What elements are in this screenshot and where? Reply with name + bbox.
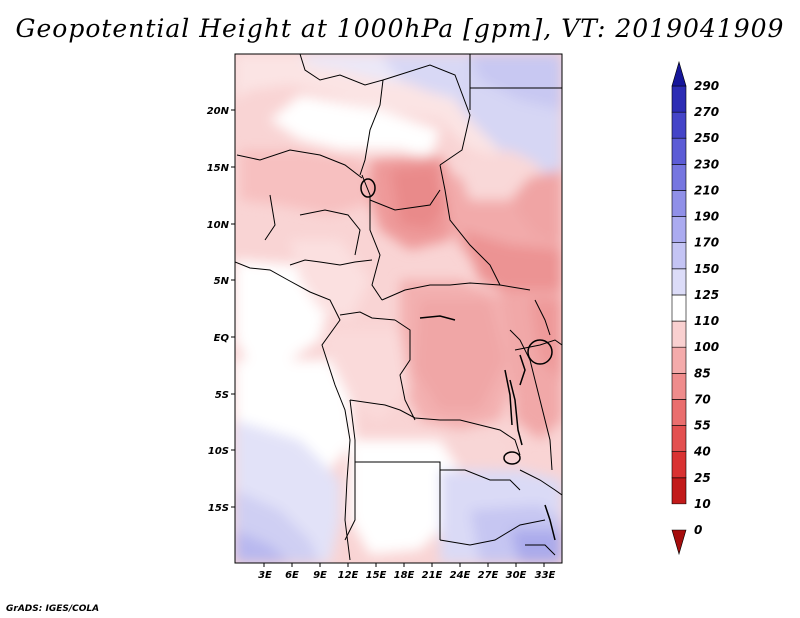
colorbar-level-label: 250	[694, 131, 719, 145]
colorbar-swatch	[671, 320, 687, 348]
colorbar-level-label: 0	[694, 523, 702, 537]
colorbar-level-label: 40	[693, 445, 711, 459]
lat-label-5s: 5S	[215, 390, 229, 401]
colorbar-swatch	[671, 164, 687, 191]
lat-label-10s: 10S	[208, 446, 229, 457]
lon-label-18e: 18E	[394, 570, 415, 581]
colorbar-swatch	[671, 477, 687, 505]
lon-labels: 3E 6E 9E 12E 15E 18E 21E 24E 27E 30E 33E	[258, 570, 555, 581]
contour-field	[235, 54, 562, 563]
lat-label-eq: EQ	[214, 333, 230, 344]
lon-label-12e: 12E	[338, 570, 359, 581]
colorbar-swatch	[671, 60, 687, 87]
lon-label-24e: 24E	[450, 570, 471, 581]
lakes	[360, 178, 556, 541]
colorbar-swatch	[671, 451, 687, 479]
colorbar-level-label: 210	[694, 183, 719, 197]
colorbar-level-label: 70	[694, 392, 711, 406]
colorbar-swatch	[671, 529, 687, 556]
lat-labels: 20N 15N 10N 5N EQ 5S 10S 15S	[207, 106, 230, 514]
lon-label-33e: 33E	[535, 570, 556, 581]
colorbar-swatch	[671, 425, 687, 452]
lat-label-15s: 15S	[208, 503, 229, 514]
colorbar-swatch	[671, 216, 687, 244]
colorbar-level-label: 190	[694, 210, 719, 224]
colorbar-swatch	[671, 294, 687, 322]
lon-label-21e: 21E	[422, 570, 443, 581]
lat-label-20n: 20N	[207, 106, 230, 117]
lat-axis	[231, 109, 235, 508]
lat-label-15n: 15N	[207, 163, 230, 174]
colorbar-level-label: 25	[694, 471, 711, 485]
lat-label-5n: 5N	[214, 276, 230, 287]
lat-label-10n: 10N	[207, 220, 230, 231]
colorbar: 0 10 25 40 55 70 85 100 110 125 150 170 190 210 230 250…	[671, 60, 719, 556]
colorbar-level-label: 55	[694, 419, 711, 433]
colorbar-swatch	[671, 137, 687, 165]
colorbar-level-label: 290	[694, 79, 719, 93]
lon-axis	[263, 563, 545, 567]
lon-label-6e: 6E	[285, 570, 299, 581]
colorbar-swatch	[671, 268, 687, 296]
colorbar-swatch	[671, 242, 687, 270]
colorbar-swatch	[671, 190, 687, 217]
colorbar-level-label: 150	[694, 262, 719, 276]
colorbar-level-label: 100	[694, 340, 719, 354]
map-title: Geopotential Height at 1000hPa [gpm], VT…	[15, 14, 785, 43]
colorbar-swatch	[671, 346, 687, 374]
colorbar-level-label: 10	[694, 497, 711, 511]
lon-label-9e: 9E	[313, 570, 327, 581]
lon-label-30e: 30E	[506, 570, 527, 581]
colorbar-swatch	[671, 111, 687, 139]
colorbar-level-label: 125	[694, 288, 719, 302]
lon-label-27e: 27E	[478, 570, 499, 581]
lon-label-15e: 15E	[366, 570, 387, 581]
colorbar-swatch	[671, 85, 687, 113]
lon-label-3e: 3E	[258, 570, 272, 581]
colorbar-level-label: 230	[694, 157, 719, 171]
colorbar-level-label: 110	[694, 314, 719, 328]
colorbar-swatch	[671, 399, 687, 426]
colorbar-swatch	[671, 372, 687, 400]
colorbar-level-label: 85	[694, 366, 711, 380]
credit-label: GrADS: IGES/COLA	[6, 604, 100, 614]
boundaries	[235, 54, 562, 561]
plot-frame	[234, 53, 563, 564]
colorbar-level-label: 170	[694, 236, 719, 250]
colorbar-level-label: 270	[694, 105, 719, 119]
